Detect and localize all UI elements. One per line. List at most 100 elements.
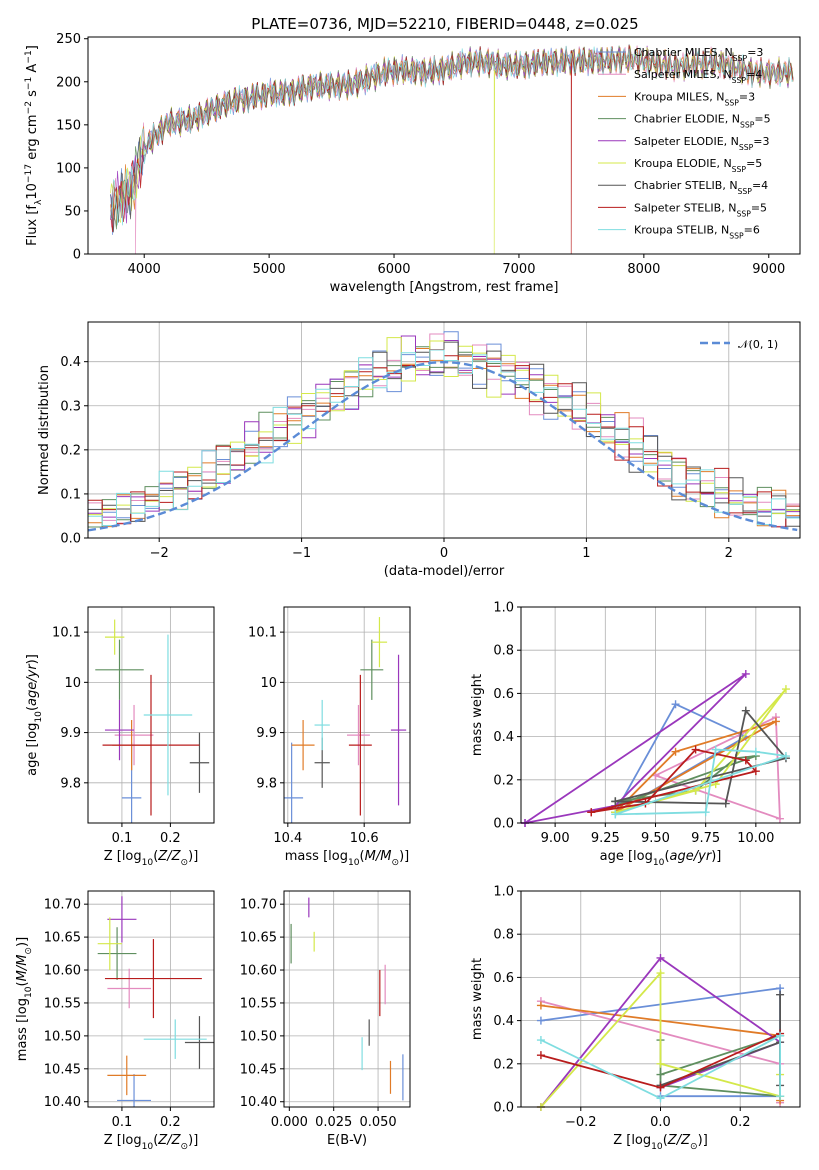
legend-entry: Chabrier ELODIE, NSSP=5	[634, 113, 771, 130]
weight-point-marker	[656, 1070, 665, 1079]
weight-point-marker	[771, 717, 780, 726]
weight-series-line	[591, 748, 758, 814]
weight-point-marker	[611, 797, 620, 806]
legend-entry: Salpeter ELODIE, NSSP=3	[634, 135, 770, 152]
y-axis-label: age [log10(age/yr)]	[25, 654, 44, 776]
y-tick-label: 0.8	[493, 928, 514, 943]
y-tick-label: 50	[64, 204, 81, 219]
x-tick-label: 9.00	[541, 831, 570, 846]
y-tick-label: 10.50	[240, 1029, 277, 1044]
weight-point-marker	[721, 799, 730, 808]
y-tick-label: 0.8	[493, 644, 514, 659]
y-tick-label: 10.1	[52, 626, 81, 641]
weight-point-marker	[656, 969, 665, 978]
spectrum-series-line	[110, 45, 794, 226]
y-tick-label: 10.55	[44, 996, 81, 1011]
y-tick-label: 0.6	[493, 687, 514, 702]
weight-series-line	[615, 748, 787, 816]
weight-point-marker	[671, 700, 680, 709]
weight-point-marker	[741, 669, 750, 678]
weight-point-marker	[536, 1051, 545, 1060]
y-tick-label: 10	[64, 676, 81, 691]
y-tick-label: 0.4	[493, 730, 514, 745]
y-tick-label: 0.2	[493, 773, 514, 788]
x-tick-label: 9.50	[641, 831, 670, 846]
weight-point-marker	[751, 767, 760, 776]
y-tick-label: 100	[56, 161, 81, 176]
y-tick-label: 10.60	[240, 964, 277, 979]
weight-point-marker	[536, 1036, 545, 1045]
y-tick-label: 1.0	[493, 601, 514, 616]
y-tick-label: 10.70	[44, 898, 81, 913]
weight-point-marker	[656, 1094, 665, 1103]
x-tick-label: −0.2	[565, 1115, 597, 1130]
x-axis-label: E(B-V)	[327, 1133, 367, 1148]
x-tick-label: 0.025	[315, 1115, 352, 1130]
y-tick-label: 200	[56, 75, 81, 90]
axes-frame	[87, 36, 801, 255]
x-tick-label: 4000	[128, 262, 161, 277]
y-tick-label: 0.4	[493, 1014, 514, 1029]
weight-point-marker	[691, 745, 700, 754]
mass-vs-EBV-panel: 0.000 0.025 0.050 10.40 10.45 10.50 10.55 10.60…	[240, 890, 411, 1148]
weight-point-marker	[741, 706, 750, 715]
legend-entry: Kroupa MILES, NSSP=3	[634, 90, 755, 107]
y-tick-label: 0.1	[60, 487, 81, 502]
y-tick-label: 9.8	[60, 776, 81, 791]
weight-point-marker	[711, 745, 720, 754]
weight-vs-age-panel: 9.00 9.25 9.50 9.75 10.00 0.0 0.2 0.4 0.6 0.8 1.0 a…	[470, 601, 801, 868]
y-tick-label: 10	[260, 676, 277, 691]
x-axis-label: wavelength [Angstrom, rest frame]	[330, 280, 559, 295]
y-tick-label: 0.0	[60, 532, 81, 547]
weight-point-marker	[656, 1059, 665, 1068]
weight-series-line	[660, 994, 781, 1087]
weight-point-marker	[611, 810, 620, 819]
x-tick-label: 0	[440, 546, 448, 561]
y-tick-label: 10.1	[248, 626, 277, 641]
residuals-panel: −2 −1 0 1 2 0.0 0.1 0.2 0.3 0.4 (data-model)/error…	[37, 321, 801, 579]
x-tick-label: 0.000	[271, 1115, 308, 1130]
axes-frame	[87, 606, 215, 824]
y-tick-label: 10.60	[44, 964, 81, 979]
axes-frame	[520, 606, 801, 824]
y-tick-label: 1.0	[493, 885, 514, 900]
x-axis-label: age [log10(age/yr)]	[600, 849, 722, 868]
y-tick-label: 0.2	[493, 1057, 514, 1072]
x-tick-label: 9000	[752, 262, 785, 277]
x-tick-label: 9.75	[691, 831, 720, 846]
y-tick-label: 9.8	[256, 776, 277, 791]
weight-vs-Z-panel: −0.2 0.0 0.2 0.0 0.2 0.4 0.6 0.8 1.0 Z [log10(Z/Z…	[470, 885, 801, 1152]
x-tick-label: 0.2	[730, 1115, 751, 1130]
legend-entry: Kroupa STELIB, NSSP=6	[634, 224, 760, 241]
age-vs-mass-panel: 10.4 10.6 9.8 9.9 10 10.1 mass [log10(M/M⊙)]	[248, 606, 411, 868]
x-tick-label: 0.0	[650, 1115, 671, 1130]
weight-point-marker	[775, 814, 784, 823]
y-tick-label: 10.40	[44, 1095, 81, 1110]
x-tick-label: 0.1	[112, 1115, 133, 1130]
x-tick-label: 10.6	[350, 831, 379, 846]
mass-vs-Z-panel: 0.1 0.2 10.40 10.45 10.50 10.55 10.60 10.65 10.7…	[15, 890, 215, 1152]
y-axis-label: mass [log10(M/M⊙)]	[15, 937, 34, 1061]
y-tick-label: 10.45	[240, 1062, 277, 1077]
spectrum-panel: 4000 5000 6000 7000 8000 9000 0 50 100 150 200 250 w…	[24, 32, 801, 295]
weight-point-marker	[701, 808, 710, 817]
weight-point-marker	[587, 808, 596, 817]
weight-point-marker	[671, 747, 680, 756]
spectrum-legend: Chabrier MILES, NSSP=3 Salpeter MILES, NS…	[598, 46, 771, 240]
weight-point-marker	[776, 1031, 785, 1040]
y-tick-label: 0.3	[60, 399, 81, 414]
normal-reference-curve	[87, 360, 798, 532]
y-tick-label: 0.4	[60, 355, 81, 370]
y-tick-label: 9.9	[60, 726, 81, 741]
x-tick-label: 5000	[253, 262, 286, 277]
weight-series-line	[540, 956, 783, 1108]
y-tick-label: 0.2	[60, 443, 81, 458]
axes-frame	[283, 606, 411, 824]
legend-entry: 𝒩(0, 1)	[738, 338, 778, 351]
y-tick-label: 10.65	[240, 931, 277, 946]
weight-point-marker	[781, 752, 790, 761]
y-tick-label: 250	[56, 32, 81, 47]
x-tick-label: −1	[292, 546, 311, 561]
x-tick-label: 0.050	[359, 1115, 396, 1130]
